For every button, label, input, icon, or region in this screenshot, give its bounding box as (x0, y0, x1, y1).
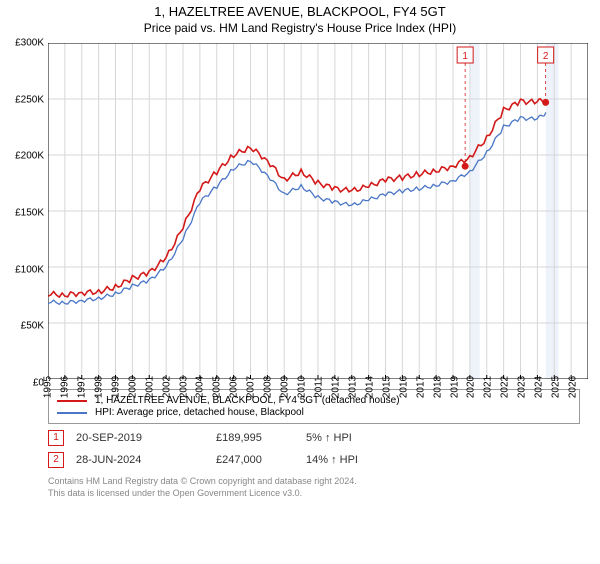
chart-container: 1, HAZELTREE AVENUE, BLACKPOOL, FY4 5GT … (0, 4, 600, 564)
sale-marker-box: 2 (48, 452, 64, 468)
y-axis-label: £250K (15, 94, 44, 105)
x-axis-label: 2015 (381, 376, 392, 398)
chart-title: 1, HAZELTREE AVENUE, BLACKPOOL, FY4 5GT (0, 4, 600, 19)
sale-row: 2 28-JUN-2024£247,00014% ↑ HPI (48, 452, 600, 468)
x-axis-label: 2021 (483, 376, 494, 398)
x-axis-label: 2005 (212, 376, 223, 398)
sale-date: 28-JUN-2024 (76, 454, 216, 466)
y-axis-label: £50K (21, 321, 44, 332)
chart-svg: 12 (48, 43, 588, 379)
sales-table: 1 20-SEP-2019£189,9955% ↑ HPI 2 28-JUN-2024… (0, 430, 600, 468)
x-axis-label: 2025 (551, 376, 562, 398)
x-axis-label: 2020 (466, 376, 477, 398)
sale-pct: 5% ↑ HPI (306, 432, 406, 444)
x-axis-label: 2002 (161, 376, 172, 398)
footer-line: This data is licensed under the Open Gov… (48, 488, 580, 500)
footer-attribution: Contains HM Land Registry data © Crown c… (48, 476, 580, 499)
x-axis-label: 2017 (415, 376, 426, 398)
legend-swatch (57, 412, 87, 414)
x-axis-label: 2009 (280, 376, 291, 398)
x-axis-label: 2001 (144, 376, 155, 398)
x-axis-label: 2016 (398, 376, 409, 398)
legend-label: HPI: Average price, detached house, Blac… (95, 407, 304, 418)
x-axis-label: 2023 (517, 376, 528, 398)
x-axis-label: 2011 (314, 376, 325, 398)
x-axis-label: 2004 (195, 376, 206, 398)
x-axis-label: 2010 (297, 376, 308, 398)
x-axis-label: 1997 (76, 376, 87, 398)
x-axis-label: 2026 (568, 376, 579, 398)
legend-item: HPI: Average price, detached house, Blac… (57, 407, 571, 418)
x-axis-label: 2014 (364, 376, 375, 398)
x-axis-label: 2019 (449, 376, 460, 398)
x-axis-label: 2012 (330, 376, 341, 398)
x-axis-label: 2013 (347, 376, 358, 398)
sale-marker-label: 2 (543, 51, 549, 62)
sale-price: £189,995 (216, 432, 306, 444)
x-axis-label: 2008 (263, 376, 274, 398)
x-axis-label: 2024 (534, 376, 545, 398)
sale-marker-label: 1 (462, 51, 468, 62)
sale-row: 1 20-SEP-2019£189,9955% ↑ HPI (48, 430, 600, 446)
footer-line: Contains HM Land Registry data © Crown c… (48, 476, 580, 488)
sale-date: 20-SEP-2019 (76, 432, 216, 444)
x-axis-label: 1999 (110, 376, 121, 398)
chart-subtitle: Price paid vs. HM Land Registry's House … (0, 21, 600, 35)
y-axis-label: £200K (15, 151, 44, 162)
x-axis-label: 1998 (93, 376, 104, 398)
legend-swatch (57, 400, 87, 402)
x-axis-label: 2018 (432, 376, 443, 398)
sale-pct: 14% ↑ HPI (306, 454, 406, 466)
x-axis-label: 2003 (178, 376, 189, 398)
sale-marker-box: 1 (48, 430, 64, 446)
x-axis-label: 2007 (246, 376, 257, 398)
x-axis-label: 2006 (229, 376, 240, 398)
chart-area: 12 £0£50K£100K£150K£200K£250K£300K199519… (48, 43, 590, 383)
sale-price: £247,000 (216, 454, 306, 466)
x-axis-label: 1995 (43, 376, 54, 398)
x-axis-label: 1996 (59, 376, 70, 398)
y-axis-label: £100K (15, 264, 44, 275)
y-axis-label: £150K (15, 208, 44, 219)
x-axis-label: 2000 (127, 376, 138, 398)
y-axis-label: £300K (15, 38, 44, 49)
x-axis-label: 2022 (500, 376, 511, 398)
